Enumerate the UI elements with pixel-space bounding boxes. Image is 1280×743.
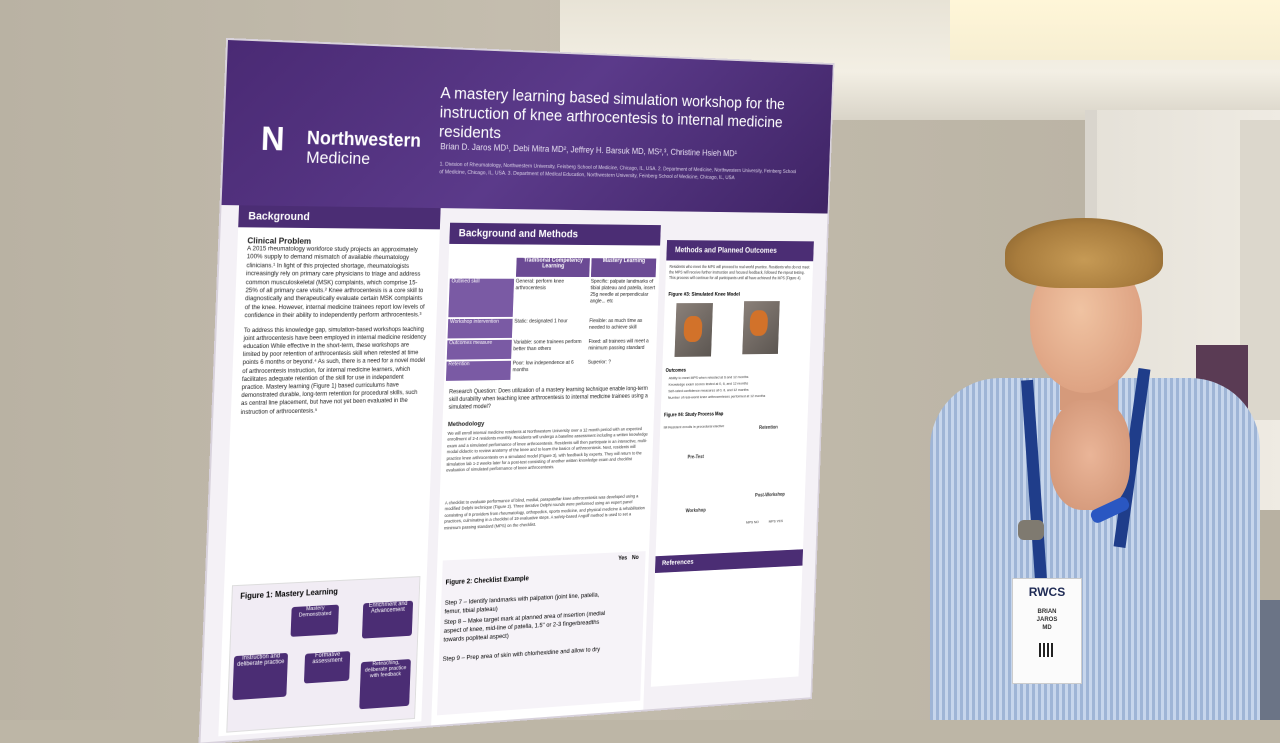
flow-instruction: Instruction and deliberate practice (232, 653, 288, 700)
table-cell: Poor: low independence at 6 months (512, 360, 586, 374)
logo-sub: Medicine (306, 148, 371, 169)
process-node: MPS YES (769, 517, 784, 524)
name-badge: RWCS BRIAN JAROS MD (1012, 578, 1082, 684)
figure-1-title: Figure 1: Mastery Learning (240, 587, 338, 601)
flow-formative: Formative assessment (304, 651, 350, 683)
table-row-label: Outcomes measure (447, 340, 512, 360)
methods-heading: Background and Methods (449, 223, 661, 246)
flow-mastery: Mastery Demonstrated (291, 605, 339, 637)
badge-brand: RWCS (1013, 585, 1081, 599)
presenter-hair (1005, 218, 1163, 288)
flow-reteaching: Reteaching, deliberate practice with fee… (359, 659, 411, 709)
poster-title: A mastery learning based simulation work… (439, 84, 815, 151)
research-poster: N Northwestern Medicine A mastery learni… (201, 40, 833, 743)
table-row-label: Workshop intervention (448, 319, 513, 339)
figure-2-title: Figure 2: Checklist Example (445, 576, 529, 587)
figure-3-title: Figure #3: Simulated Knee Model (668, 292, 740, 298)
outcomes-column: Methods and Planned Outcomes Residents w… (651, 240, 814, 687)
process-node: Post-Workshop (755, 492, 785, 499)
process-node: Retention (759, 425, 778, 432)
poster-header: N Northwestern Medicine A mastery learni… (222, 40, 833, 214)
background-paragraph-2: To address this knowledge gap, simulatio… (240, 326, 427, 417)
process-node: Pre-Test (687, 454, 704, 461)
flow-enrichment: Enrichment and Advancement (362, 601, 413, 639)
table-cell: Fixed: all trainees will meet a minimum … (588, 339, 653, 353)
background-column: Background Clinical Problem A 2015 rheum… (218, 205, 440, 736)
table-head-mastery: Mastery Learning (591, 258, 656, 277)
background-paragraph-1: A 2015 rheumatology workforce study proj… (244, 245, 430, 320)
outcome-item: Number of real-world knee arthrocenteses… (668, 393, 805, 401)
table-cell: Flexible: as much time as needed to achi… (589, 318, 654, 332)
methodology-heading: Methodology (448, 421, 485, 429)
figure-4-title: Figure #4: Study Process Map (664, 411, 723, 418)
table-head-traditional: Traditional Competency Learning (516, 258, 590, 277)
ceiling-light (950, 0, 1280, 60)
table-cell: General: perform knee arthrocentesis (515, 279, 589, 292)
qr-code-icon (1039, 643, 1053, 657)
wristwatch (1018, 520, 1044, 540)
poster-affiliations: 1. Division of Rheumatology, Northwester… (439, 161, 797, 183)
process-node: Workshop (685, 508, 705, 515)
northwestern-logo-icon: N (260, 121, 302, 158)
checklist-text: A checklist to evaluate performance of b… (444, 493, 648, 531)
references-heading: References (655, 549, 803, 573)
table-row-label: Outlined skill (448, 279, 514, 318)
badge-credential: MD (1013, 625, 1081, 631)
outcomes-list-heading: Outcomes (666, 368, 687, 374)
badge-last-name: JAROS (1013, 617, 1081, 623)
no-label: No (632, 555, 639, 561)
process-node: MPS NO (746, 518, 759, 525)
knee-model-photo-1 (675, 303, 713, 357)
figure-1-box: Figure 1: Mastery Learning Mastery Demon… (226, 576, 420, 733)
research-question: Research Question: Does utilization of a… (448, 385, 651, 412)
table-cell: Specific: palpate landmarks of tibial pl… (590, 279, 656, 305)
badge-first-name: BRIAN (1013, 609, 1081, 615)
figure-2-box: Figure 2: Checklist Example Yes No Step … (437, 551, 646, 715)
table-cell: Static: designated 1 hour (514, 318, 588, 325)
outcomes-heading: Methods and Planned Outcomes (666, 240, 814, 261)
table-row-label: Retention (446, 361, 511, 381)
table-cell: Variable: some trainees perform better t… (513, 339, 587, 353)
yes-label: Yes (618, 556, 627, 562)
knee-model-photo-2 (742, 301, 780, 354)
outcomes-intro: Residents who meet the MPS will proceed … (669, 264, 810, 281)
background-heading: Background (238, 205, 440, 229)
methods-column: Background and Methods Traditional Compe… (431, 223, 661, 726)
table-cell: Superior: ? (588, 359, 653, 366)
presenter-hands (1050, 400, 1130, 510)
checklist-step: Step 9 – Prep area of skin with chlorhex… (443, 645, 611, 664)
methodology-text: We will enroll internal medicine residen… (446, 426, 650, 474)
process-node: IM Resident enrolls in procedural electi… (663, 422, 730, 430)
